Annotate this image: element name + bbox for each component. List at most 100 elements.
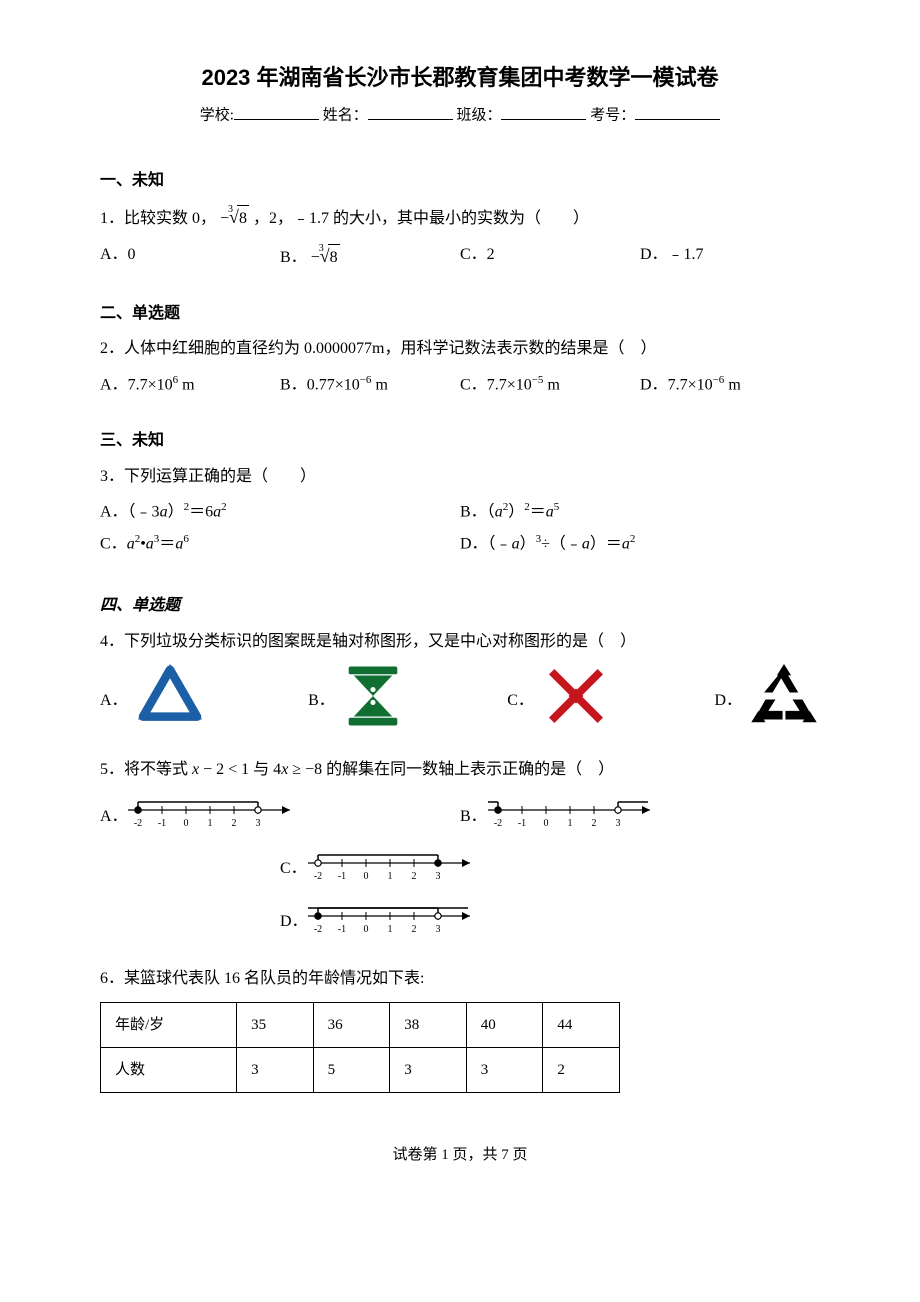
number-line-icon: -2 -1 0 1 2 3 <box>124 796 294 841</box>
q4-opt-d: D． <box>714 664 820 737</box>
svg-text:-1: -1 <box>338 924 346 935</box>
question-4: 4．下列垃圾分类标识的图案既是轴对称图形，又是中心对称图形的是（ ） A． B． <box>100 629 820 737</box>
q1-stem: 1．比较实数 0， −3√8 ，2，﹣1.7 的大小，其中最小的实数为（ ） <box>100 203 820 232</box>
class-label: 班级： <box>456 108 501 124</box>
q4-stem: 4．下列垃圾分类标识的图案既是轴对称图形，又是中心对称图形的是（ ） <box>100 629 820 655</box>
age-table: 年龄/岁 35 36 38 40 44 人数 3 5 3 3 2 <box>100 1002 620 1093</box>
q2-options: A．7.7×106 m B．0.77×10−6 m C．7.7×10−5 m D… <box>100 372 820 398</box>
cell: 3 <box>466 1047 543 1092</box>
class-blank <box>501 103 586 120</box>
svg-text:-1: -1 <box>338 871 346 882</box>
number-line-icon: -2-10123 <box>304 902 474 947</box>
question-3: 3．下列运算正确的是（ ） A．（﹣3a）2＝6a2 B．（a2）2＝a5 C．… <box>100 464 820 563</box>
question-2: 2．人体中红细胞的直径约为 0.0000077m，用科学记数法表示数的结果是（ … <box>100 336 820 398</box>
q5-c-label: C． <box>280 856 304 882</box>
svg-text:-2: -2 <box>314 924 322 935</box>
svg-text:2: 2 <box>232 818 237 829</box>
svg-text:3: 3 <box>616 818 621 829</box>
svg-text:0: 0 <box>184 818 189 829</box>
q4-opt-c: C． <box>507 664 612 737</box>
name-blank <box>368 103 453 120</box>
cell: 年龄/岁 <box>101 1002 237 1047</box>
q4-d-label: D． <box>714 688 742 714</box>
number-line-icon: -2 -1 0 1 2 3 <box>484 796 654 841</box>
q1-opt-b-pre: B． <box>280 249 307 266</box>
q3-stem: 3．下列运算正确的是（ ） <box>100 464 820 490</box>
cell: 3 <box>390 1047 467 1092</box>
q5-stem: 5．将不等式 x − 2 < 1 与 4x ≥ −8 的解集在同一数轴上表示正确… <box>100 757 820 783</box>
svg-text:-2: -2 <box>494 818 502 829</box>
name-label: 姓名： <box>323 108 368 124</box>
q5-a-label: A． <box>100 804 124 830</box>
table-row: 人数 3 5 3 3 2 <box>101 1047 620 1092</box>
q4-c-label: C． <box>507 688 534 714</box>
section-1-head: 一、未知 <box>100 168 820 194</box>
svg-text:0: 0 <box>544 818 549 829</box>
q3-opt-b: B．（a2）2＝a5 <box>460 499 820 525</box>
q2-opt-c: C．7.7×10−5 m <box>460 372 640 398</box>
q1-stem-a: 1．比较实数 0， <box>100 210 216 227</box>
q1-stem-b: ，2，﹣1.7 的大小，其中最小的实数为（ ） <box>253 210 589 227</box>
q1-options: A．0 B． −3√8 C．2 D．﹣1.7 <box>100 242 820 271</box>
cell: 44 <box>543 1002 620 1047</box>
q2-opt-a: A．7.7×106 m <box>100 372 280 398</box>
school-blank <box>234 103 319 120</box>
svg-text:-2: -2 <box>314 871 322 882</box>
q5-opt-c: C． -2 -1 0 1 2 3 <box>280 845 820 894</box>
q1-opt-d: D．﹣1.7 <box>640 242 820 271</box>
rad-index: 3 <box>228 202 233 218</box>
svg-text:0: 0 <box>364 871 369 882</box>
q3-opt-d: D．（﹣a）3÷（﹣a）＝a2 <box>460 531 820 557</box>
info-line: 学校: 姓名： 班级： 考号： <box>100 103 820 128</box>
svg-text:-1: -1 <box>158 818 166 829</box>
q1-opt-b: B． −3√8 <box>280 242 460 271</box>
cube-root-icon: 3√8 <box>229 203 249 232</box>
page-title: 2023 年湖南省长沙市长郡教育集团中考数学一模试卷 <box>100 60 820 95</box>
q5-row-ab: A． -2 -1 0 1 2 3 B． -2 -1 0 1 2 3 <box>100 792 820 845</box>
q4-opt-b: B． <box>308 664 405 737</box>
q4-a-label: A． <box>100 688 128 714</box>
q4-options: A． B． <box>100 664 820 737</box>
cell: 2 <box>543 1047 620 1092</box>
q5-b-label: B． <box>460 804 484 830</box>
cell: 38 <box>390 1002 467 1047</box>
q1-opt-a: A．0 <box>100 242 280 271</box>
q2-opt-d: D．7.7×10−6 m <box>640 372 820 398</box>
rad-index: 3 <box>319 241 324 257</box>
number-line-icon: -2 -1 0 1 2 3 <box>304 849 474 894</box>
question-6: 6．某篮球代表队 16 名队员的年龄情况如下表: 年龄/岁 35 36 38 4… <box>100 966 820 1093</box>
cell: 人数 <box>101 1047 237 1092</box>
q6-stem: 6．某篮球代表队 16 名队员的年龄情况如下表: <box>100 966 820 992</box>
svg-text:1: 1 <box>388 871 393 882</box>
svg-text:2: 2 <box>592 818 597 829</box>
svg-text:1: 1 <box>568 818 573 829</box>
cell: 5 <box>313 1047 390 1092</box>
svg-text:3: 3 <box>256 818 261 829</box>
table-row: 年龄/岁 35 36 38 40 44 <box>101 1002 620 1047</box>
svg-text:2: 2 <box>412 871 417 882</box>
svg-text:1: 1 <box>208 818 213 829</box>
q3-opt-a: A．（﹣3a）2＝6a2 <box>100 499 460 525</box>
svg-text:-1: -1 <box>518 818 526 829</box>
recycle-triangle-icon <box>134 664 206 737</box>
cell: 36 <box>313 1002 390 1047</box>
svg-text:-2: -2 <box>134 818 142 829</box>
question-5: 5．将不等式 x − 2 < 1 与 4x ≥ −8 的解集在同一数轴上表示正确… <box>100 757 820 946</box>
page-footer: 试卷第 1 页，共 7 页 <box>100 1143 820 1167</box>
svg-text:1: 1 <box>388 924 393 935</box>
q3-opt-c: C．a2•a3＝a6 <box>100 531 460 557</box>
svg-text:3: 3 <box>436 871 441 882</box>
q4-b-label: B． <box>308 688 335 714</box>
cell: 3 <box>237 1047 314 1092</box>
svg-text:0: 0 <box>364 924 369 935</box>
question-1: 1．比较实数 0， −3√8 ，2，﹣1.7 的大小，其中最小的实数为（ ） A… <box>100 203 820 271</box>
recycle-arrows-icon <box>748 664 820 737</box>
rad-body: 8 <box>328 244 340 271</box>
q2-stem: 2．人体中红细胞的直径约为 0.0000077m，用科学记数法表示数的结果是（ … <box>100 336 820 362</box>
examno-label: 考号： <box>590 108 635 124</box>
q2-opt-b: B．0.77×10−6 m <box>280 372 460 398</box>
q1-opt-c: C．2 <box>460 242 640 271</box>
q5-d-label: D． <box>280 909 304 935</box>
hourglass-icon <box>341 664 405 737</box>
q5-opt-a: A． -2 -1 0 1 2 3 <box>100 792 460 841</box>
